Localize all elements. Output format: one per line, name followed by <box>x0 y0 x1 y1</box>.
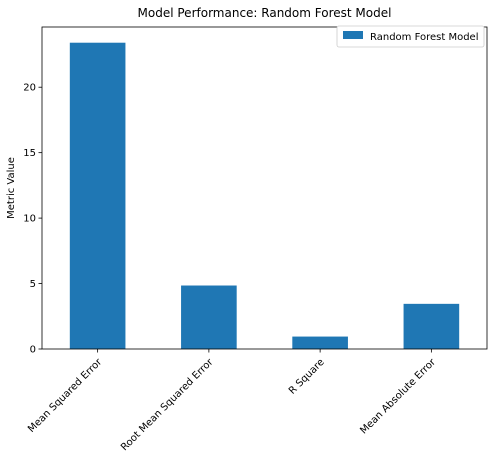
bar-root-mean-squared-error <box>181 285 237 349</box>
y-tick-label: 15 <box>23 148 36 159</box>
legend: Random Forest Model <box>336 25 485 48</box>
bars-group <box>69 42 460 350</box>
legend-swatch <box>343 31 363 39</box>
y-tick-label: 20 <box>23 83 36 94</box>
y-tick-label: 0 <box>30 345 36 356</box>
bar-mean-absolute-error <box>403 303 460 349</box>
plot-area-frame <box>41 26 488 350</box>
y-axis-ticks: 0 5 10 15 20 <box>23 83 42 356</box>
bar-mean-squared-error <box>69 42 126 350</box>
legend-box <box>336 25 485 48</box>
y-tick-label: 5 <box>30 279 36 290</box>
legend-label: Random Forest Model <box>370 32 478 43</box>
chart-title: Model Performance: Random Forest Model <box>138 6 392 20</box>
bar-r-square <box>292 336 348 349</box>
y-axis-label: Metric Value <box>6 157 17 219</box>
y-tick-label: 10 <box>23 214 36 225</box>
